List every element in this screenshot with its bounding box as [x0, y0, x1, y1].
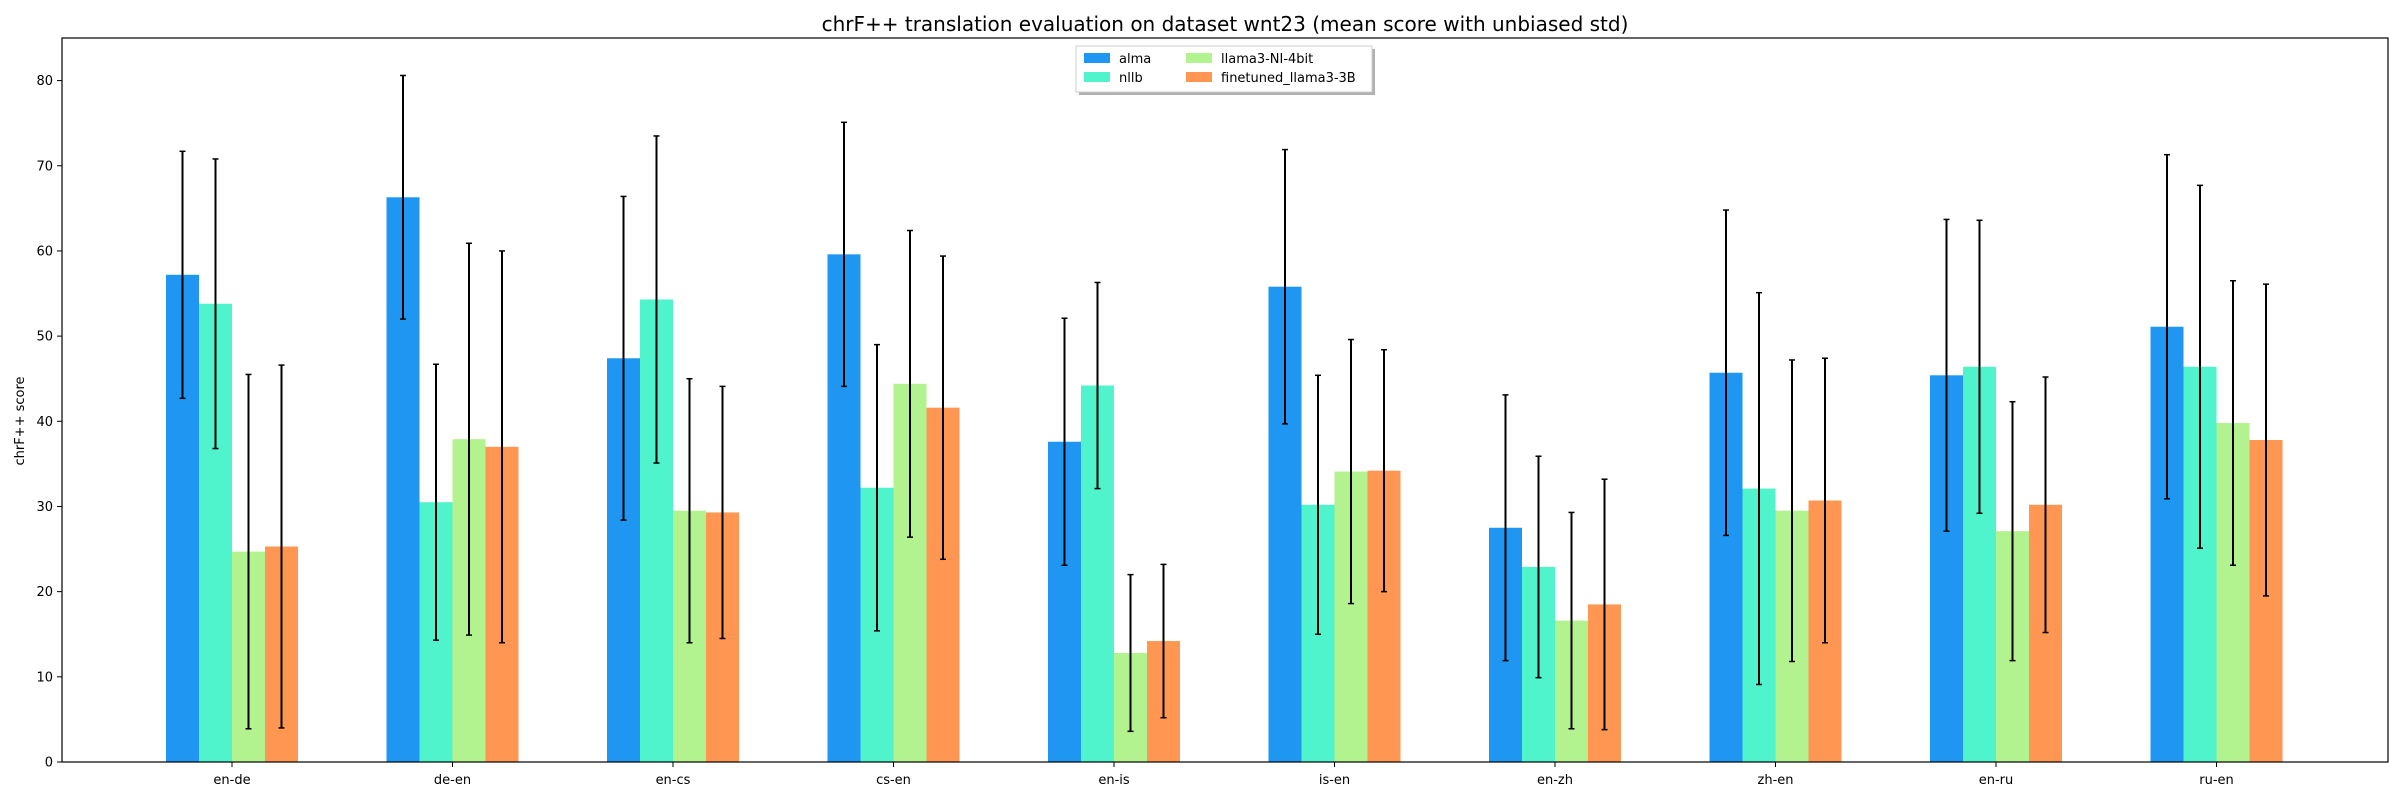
error-bar-finetuned_llama3-3B-en-is [1160, 563, 1167, 719]
x-tick-label-en-de: en-de [213, 773, 250, 788]
bars-layer [166, 197, 2283, 762]
error-bar-nllb-cs-en [874, 343, 880, 632]
legend-label-llama3-NI-4bit: llama3-NI-4bit [1221, 52, 1313, 67]
legend-label-nllb: nllb [1119, 71, 1143, 86]
legend-box [1075, 45, 1373, 93]
error-bar-finetuned_llama3-3B-cs-en [940, 255, 946, 561]
error-bar-finetuned_llama3-3B-zh-en [1822, 357, 1828, 644]
error-bar-finetuned_llama3-3B-en-ru [2042, 376, 2049, 634]
error-bar-alma-en-zh [1502, 394, 1509, 662]
y-tick-label-0: 0 [45, 756, 53, 771]
error-bar-llama3-NI-4bit-en-zh [1568, 511, 1575, 730]
x-tick-label-zh-en: zh-en [1758, 773, 1794, 788]
y-tick-label-50: 50 [36, 330, 53, 345]
error-bar-llama3-NI-4bit-en-de [245, 373, 252, 730]
error-bar-nllb-en-ru [1976, 219, 1983, 515]
legend-label-alma: alma [1119, 52, 1151, 67]
error-bar-alma-zh-en [1723, 209, 1729, 537]
error-bar-alma-en-is [1061, 317, 1068, 566]
y-tick-label-60: 60 [36, 244, 53, 259]
error-bar-nllb-is-en [1315, 374, 1321, 635]
error-bar-nllb-en-is [1094, 281, 1101, 490]
legend-swatch-llama3-NI-4bit [1186, 53, 1212, 63]
error-bar-nllb-en-cs [653, 135, 660, 464]
x-tick-label-en-is: en-is [1098, 773, 1130, 788]
error-bar-llama3-NI-4bit-de-en [466, 242, 472, 636]
plot-frame [61, 37, 2389, 763]
legend-swatch-finetuned_llama3-3B [1186, 72, 1212, 82]
x-tick-label-en-zh: en-zh [1537, 773, 1573, 788]
y-tick-label-20: 20 [36, 585, 53, 600]
error-bar-finetuned_llama3-3B-en-zh [1601, 478, 1608, 731]
y-tick-label-40: 40 [36, 415, 53, 430]
y-tick-label-70: 70 [36, 159, 53, 174]
error-bar-alma-cs-en [841, 121, 847, 388]
error-bar-llama3-NI-4bit-cs-en [907, 229, 913, 538]
y-tick-label-80: 80 [36, 74, 53, 89]
error-bar-finetuned_llama3-3B-en-de [278, 364, 285, 729]
y-tick-label-30: 30 [36, 500, 53, 515]
error-bar-nllb-ru-en [2197, 184, 2203, 549]
y-axis-label: chrF++ score [13, 376, 28, 465]
error-bar-llama3-NI-4bit-is-en [1348, 338, 1354, 605]
error-bar-alma-ru-en [2164, 153, 2170, 500]
error-bar-alma-en-de [179, 150, 186, 400]
y-tick-label-10: 10 [36, 670, 53, 685]
error-bar-finetuned_llama3-3B-de-en [499, 250, 505, 644]
error-bar-finetuned_llama3-3B-ru-en [2263, 283, 2269, 597]
y-axis: 0 10 20 30 40 50 60 70 80 [36, 74, 62, 771]
legend: alma nllb llama3-NI-4bit finetuned_llama3-3… [1075, 45, 1375, 95]
error-bar-llama3-NI-4bit-en-cs [686, 377, 693, 644]
x-tick-label-en-cs: en-cs [656, 773, 691, 788]
legend-label-finetuned_llama3-3B: finetuned_llama3-3B [1221, 71, 1356, 86]
x-tick-label-de-en: de-en [434, 773, 471, 788]
error-bar-finetuned_llama3-3B-en-cs [719, 385, 726, 640]
error-bar-llama3-NI-4bit-en-is [1127, 573, 1134, 733]
error-bar-nllb-en-zh [1535, 455, 1542, 679]
x-tick-label-cs-en: cs-en [876, 773, 911, 788]
x-axis: en-de de-en en-cs cs-en en-is is-en en-zh zh-en… [213, 762, 2234, 788]
error-bar-llama3-NI-4bit-en-ru [2009, 400, 2016, 662]
chart-title: chrF++ translation evaluation on dataset… [822, 12, 1629, 36]
error-bar-nllb-zh-en [1756, 291, 1762, 686]
error-bar-alma-is-en [1282, 148, 1288, 425]
error-bar-alma-en-cs [620, 195, 627, 521]
error-bar-nllb-en-de [212, 158, 219, 450]
error-bar-llama3-NI-4bit-zh-en [1789, 359, 1795, 663]
errorbars-layer [179, 74, 2269, 733]
legend-swatch-alma [1084, 53, 1110, 63]
x-tick-label-en-ru: en-ru [1979, 773, 2014, 788]
error-bar-alma-en-ru [1943, 218, 1950, 532]
legend-swatch-nllb [1084, 72, 1110, 82]
error-bar-finetuned_llama3-3B-is-en [1381, 348, 1387, 593]
error-bar-nllb-de-en [433, 363, 439, 641]
x-tick-label-ru-en: ru-en [2199, 773, 2234, 788]
error-bar-alma-de-en [400, 74, 406, 320]
error-bar-llama3-NI-4bit-ru-en [2230, 280, 2236, 566]
x-tick-label-is-en: is-en [1319, 773, 1350, 788]
